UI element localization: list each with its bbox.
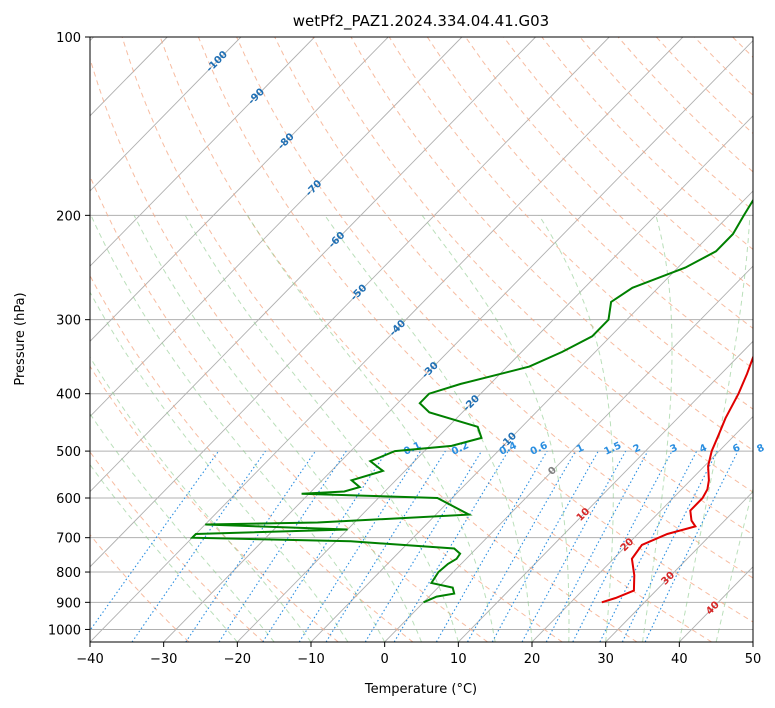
x-tick-label: −20 <box>224 652 251 667</box>
moist-adiabat-line <box>90 215 386 642</box>
dry-adiabat-line <box>90 56 563 642</box>
mixing-ratio-line <box>621 450 718 642</box>
mixing-ratio-line <box>545 450 649 642</box>
chart-title: wetPf2_PAZ1.2024.334.04.41.G03 <box>293 12 549 31</box>
moist-adiabat-line <box>247 215 496 642</box>
moist-adiabat-line <box>678 215 751 642</box>
isotherm-line <box>90 37 610 568</box>
x-axis-ticks: −40 −30 −20 −10 0 10 20 30 40 50 <box>76 642 761 667</box>
x-tick-label: 20 <box>524 652 541 667</box>
isotherm-line <box>310 190 753 642</box>
mixing-ratio-label: 8 <box>755 443 766 456</box>
mixing-ratio-line <box>90 450 220 632</box>
mixing-ratio-line <box>521 450 627 642</box>
moist-adiabat-line <box>90 356 312 642</box>
dry-adiabat-line <box>426 37 753 370</box>
y-tick-label: 100 <box>56 31 81 46</box>
x-tick-label: 0 <box>381 652 389 667</box>
x-tick-label: 50 <box>745 652 762 667</box>
x-tick-label: −10 <box>297 652 324 667</box>
y-tick-label: 700 <box>56 532 81 547</box>
y-tick-label: 900 <box>56 596 81 611</box>
isotherm-line <box>90 37 242 192</box>
y-axis-label: Pressure (hPa) <box>13 292 28 385</box>
x-tick-label: 10 <box>450 652 467 667</box>
moist-adiabat-line <box>90 463 238 642</box>
moist-adiabat-line <box>642 215 673 642</box>
x-tick-label: −30 <box>150 652 177 667</box>
moist-adiabat-line <box>184 215 459 642</box>
isotherm-line <box>531 415 753 642</box>
isotherm-line <box>90 37 389 342</box>
moist-adiabat-line <box>421 215 570 642</box>
y-tick-label: 800 <box>56 566 81 581</box>
moist-adiabat-line <box>538 215 614 642</box>
mixing-ratio-line <box>467 450 577 642</box>
y-tick-label: 400 <box>56 388 81 403</box>
y-tick-label: 600 <box>56 492 81 507</box>
mixing-ratio-line <box>298 450 422 642</box>
mixing-ratio-line <box>364 450 483 642</box>
mixing-ratio-line <box>262 450 388 642</box>
dry-adiabat-line <box>274 37 753 536</box>
x-axis-label: Temperature (°C) <box>364 682 477 697</box>
x-tick-label: −40 <box>76 652 103 667</box>
mixing-ratio-label: 4 <box>698 442 709 455</box>
mixing-ratio-line <box>131 450 266 642</box>
moist-adiabat-line <box>133 215 422 642</box>
x-tick-label: 40 <box>671 652 688 667</box>
mixing-ratio-line <box>491 450 599 642</box>
y-tick-label: 500 <box>56 445 81 460</box>
mixing-ratio-line <box>185 450 316 642</box>
moist-adiabat-line <box>715 486 753 642</box>
isotherm-line <box>90 37 463 418</box>
moist-adiabat-line <box>324 215 533 642</box>
mixing-ratio-line <box>599 450 698 642</box>
y-axis-ticks: 100 200 300 400 500 600 700 800 900 1000 <box>48 31 90 638</box>
isotherm-line <box>90 37 536 493</box>
dry-adiabat-line <box>312 37 753 493</box>
moist-adiabat-line <box>90 291 349 642</box>
y-tick-label: 1000 <box>48 623 81 638</box>
sounding-profiles <box>189 198 753 604</box>
isotherm-line <box>90 37 315 267</box>
temperature-line <box>601 354 753 604</box>
isotherm-line <box>605 491 753 642</box>
x-tick-label: 30 <box>597 652 614 667</box>
dewpoint-line <box>189 198 753 604</box>
mixing-ratio-label: 3 <box>668 442 679 455</box>
isotherm-line <box>458 340 753 642</box>
dry-adiabat-line <box>121 37 638 642</box>
plot-frame <box>89 36 754 643</box>
dry-adiabat-line <box>90 365 339 642</box>
isotherm-line <box>163 39 753 642</box>
isotherm-line <box>90 37 684 642</box>
y-tick-label: 300 <box>56 314 81 329</box>
mixing-ratio-label: 1 <box>575 443 586 456</box>
y-tick-label: 200 <box>56 209 81 224</box>
dry-adiabat-line <box>90 274 414 642</box>
isotherm-line <box>384 265 753 642</box>
mixing-ratio-label: 2 <box>632 442 643 455</box>
mixing-ratio-label: 6 <box>731 442 742 455</box>
